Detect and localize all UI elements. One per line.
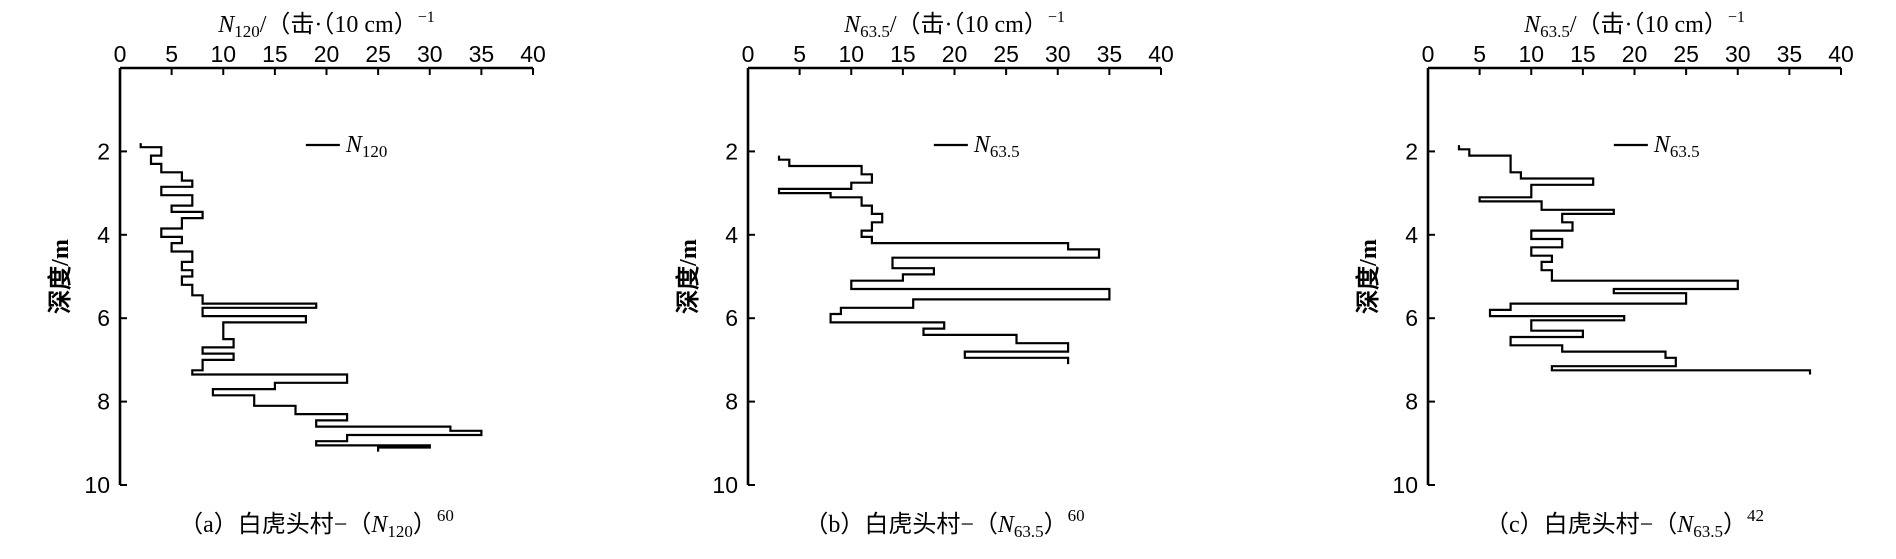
series-line-N63-5 bbox=[777, 155, 1111, 365]
x-tick-label: 15 bbox=[1570, 41, 1596, 67]
y-tick-label: 10 bbox=[84, 472, 110, 498]
x-axis-label: N63.5/（击·（10 cm）−1 bbox=[1523, 9, 1745, 41]
y-tick-label: 10 bbox=[712, 472, 738, 498]
y-tick-label: 2 bbox=[97, 138, 110, 164]
x-tick-label: 5 bbox=[793, 41, 806, 67]
y-tick-label: 6 bbox=[725, 305, 738, 331]
x-tick-label: 0 bbox=[742, 41, 755, 67]
y-axis-label: 深度/m bbox=[1354, 239, 1382, 314]
x-tick-label: 30 bbox=[1045, 41, 1071, 67]
y-tick-label: 4 bbox=[97, 222, 110, 248]
y-tick-label: 2 bbox=[1405, 138, 1418, 164]
x-tick-label: 25 bbox=[993, 41, 1019, 67]
x-axis-label: N120/（击·（10 cm）−1 bbox=[217, 9, 435, 41]
y-tick-label: 10 bbox=[1392, 472, 1418, 498]
panel-caption: （a）白虎头村−（N120）60 bbox=[179, 506, 454, 541]
x-tick-label: 40 bbox=[520, 41, 546, 67]
x-tick-label: 0 bbox=[114, 41, 127, 67]
x-tick-label: 20 bbox=[942, 41, 968, 67]
panel-caption: （c）白虎头村−（N63.5）42 bbox=[1485, 506, 1764, 541]
x-tick-label: 25 bbox=[1673, 41, 1699, 67]
y-tick-label: 4 bbox=[725, 222, 738, 248]
legend-label: N120 bbox=[345, 132, 388, 161]
x-tick-label: 10 bbox=[1518, 41, 1544, 67]
panel-caption: （b）白虎头村−（N63.5）60 bbox=[804, 506, 1084, 541]
y-tick-label: 4 bbox=[1405, 222, 1418, 248]
series-line-N63-5 bbox=[1457, 145, 1812, 375]
x-tick-label: 30 bbox=[1725, 41, 1751, 67]
x-tick-label: 35 bbox=[469, 41, 495, 67]
x-tick-label: 10 bbox=[210, 41, 236, 67]
x-tick-label: 10 bbox=[838, 41, 864, 67]
x-tick-label: 0 bbox=[1422, 41, 1435, 67]
x-tick-label: 40 bbox=[1148, 41, 1174, 67]
x-tick-label: 25 bbox=[365, 41, 391, 67]
x-tick-label: 35 bbox=[1777, 41, 1803, 67]
y-tick-label: 2 bbox=[725, 138, 738, 164]
legend-label: N63.5 bbox=[1653, 132, 1700, 161]
series-line-N120 bbox=[139, 143, 483, 452]
x-axis-label: N63.5/（击·（10 cm）−1 bbox=[843, 9, 1065, 41]
x-tick-label: 15 bbox=[890, 41, 916, 67]
y-tick-label: 6 bbox=[1405, 305, 1418, 331]
x-tick-label: 15 bbox=[262, 41, 288, 67]
x-tick-label: 35 bbox=[1097, 41, 1123, 67]
x-tick-label: 40 bbox=[1828, 41, 1854, 67]
x-tick-label: 5 bbox=[1473, 41, 1486, 67]
x-tick-label: 5 bbox=[165, 41, 178, 67]
y-axis-label: 深度/m bbox=[674, 239, 702, 314]
y-axis-label: 深度/m bbox=[46, 239, 74, 314]
y-tick-label: 6 bbox=[97, 305, 110, 331]
x-tick-label: 20 bbox=[314, 41, 340, 67]
y-tick-label: 8 bbox=[1405, 389, 1418, 415]
x-tick-label: 20 bbox=[1622, 41, 1648, 67]
x-tick-label: 30 bbox=[417, 41, 443, 67]
y-tick-label: 8 bbox=[97, 389, 110, 415]
legend-label: N63.5 bbox=[973, 132, 1020, 161]
y-tick-label: 8 bbox=[725, 389, 738, 415]
